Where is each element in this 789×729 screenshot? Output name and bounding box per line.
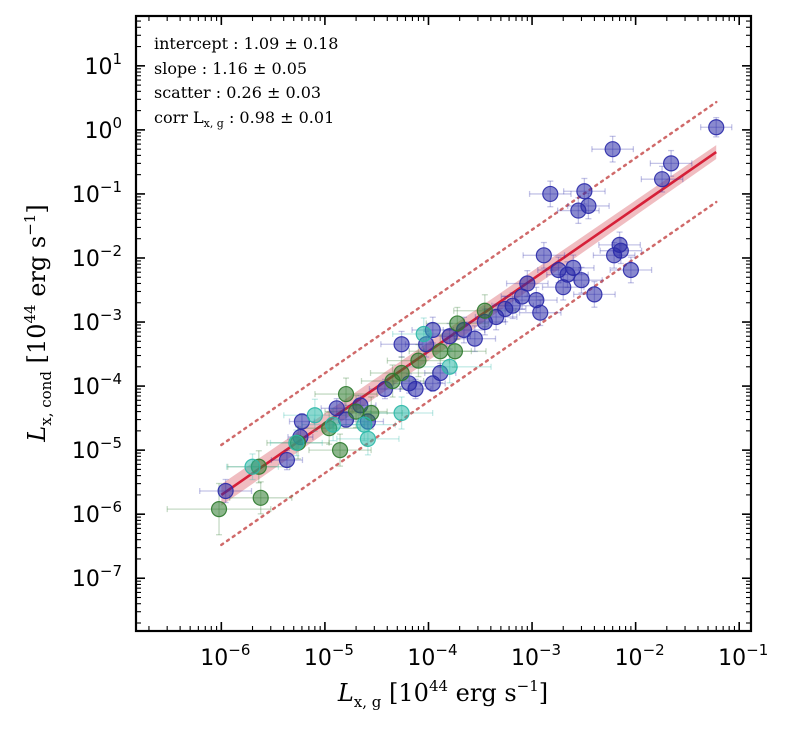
data-point xyxy=(393,364,410,382)
y-tick-label: 10−7 xyxy=(72,562,122,592)
data-point xyxy=(612,242,629,259)
y-tick-label: 10−3 xyxy=(72,306,122,336)
data-point xyxy=(306,407,323,424)
y-tick-label: 10−5 xyxy=(72,434,122,464)
data-point xyxy=(565,259,582,277)
data-point xyxy=(576,183,593,200)
data-point xyxy=(542,185,559,203)
stat-corr: corr Lx, g : 0.98 ± 0.01 xyxy=(154,108,334,130)
y-tick-label: 10−6 xyxy=(72,498,122,528)
data-point xyxy=(535,247,552,264)
data-point xyxy=(449,315,466,332)
data-point xyxy=(331,442,349,459)
data-point xyxy=(210,501,228,518)
data-point xyxy=(337,385,355,403)
data-point xyxy=(217,482,234,500)
plot-background xyxy=(136,16,751,631)
data-point xyxy=(244,458,261,475)
x-tick-label: 10−1 xyxy=(718,641,768,671)
stat-intercept: intercept : 1.09 ± 0.18 xyxy=(154,34,338,53)
data-point xyxy=(252,489,269,506)
data-point xyxy=(446,343,464,360)
x-tick-label: 10−3 xyxy=(511,641,561,671)
data-point xyxy=(407,380,424,398)
y-tick-label: 101 xyxy=(84,50,122,80)
data-point xyxy=(662,155,680,172)
data-point xyxy=(580,197,597,215)
x-tick-label: 10−4 xyxy=(407,641,457,671)
tick-layer: 10−6 10−5 10−4 10−3 10−2 10−1 10−7 10−6 10−5 10−4… xyxy=(72,15,768,671)
y-tick-label: 10−2 xyxy=(72,242,122,272)
data-point xyxy=(466,330,483,347)
x-axis-title: Lx, g [1044 erg s−1] xyxy=(337,677,548,711)
data-point xyxy=(622,261,639,279)
data-point xyxy=(356,416,373,433)
y-tick-label: 10−4 xyxy=(72,370,122,400)
data-point xyxy=(393,404,410,422)
data-point xyxy=(325,416,342,433)
data-point xyxy=(604,141,621,158)
data-point xyxy=(653,171,671,188)
plot-frame xyxy=(134,14,753,633)
stat-slope: slope : 1.16 ± 0.05 xyxy=(154,59,307,78)
data-point xyxy=(288,434,305,451)
data-point xyxy=(393,336,410,353)
x-tick-label: 10−5 xyxy=(304,641,354,671)
data-point xyxy=(359,430,376,447)
data-point xyxy=(476,302,493,319)
stats-annotation: intercept : 1.09 ± 0.18 slope : 1.16 ± 0… xyxy=(154,34,338,130)
data-point xyxy=(573,272,590,289)
y-tick-label: 100 xyxy=(84,114,122,144)
data-point xyxy=(293,413,311,430)
data-point xyxy=(519,275,536,292)
data-point xyxy=(410,352,427,369)
y-axis-title: Lx, cond [1044 erg s−1] xyxy=(21,204,55,442)
x-tick-label: 10−2 xyxy=(615,641,665,671)
stat-scatter: scatter : 0.26 ± 0.03 xyxy=(154,83,321,102)
data-point xyxy=(328,400,345,417)
scatter-lower-line xyxy=(220,200,718,547)
x-tick-label: 10−6 xyxy=(200,641,250,671)
data-point xyxy=(708,119,725,136)
data-point xyxy=(432,343,449,360)
data-point xyxy=(278,451,296,469)
data-point xyxy=(586,286,603,303)
data-point xyxy=(347,403,365,420)
data-point xyxy=(441,328,458,345)
data-point xyxy=(532,304,549,321)
errorbar xyxy=(528,180,572,208)
scatter-upper-line xyxy=(220,100,718,447)
data-point xyxy=(415,325,432,343)
point-layer xyxy=(210,119,725,518)
data-point xyxy=(441,358,458,375)
y-tick-label: 10−1 xyxy=(72,178,122,208)
